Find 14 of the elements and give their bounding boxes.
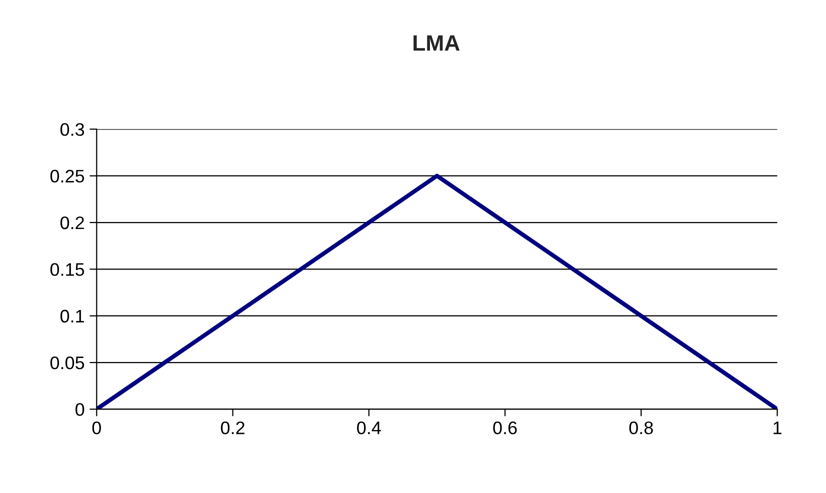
x-tick-label: 0.6 xyxy=(493,421,517,434)
y-tick-label: 0.1 xyxy=(60,310,84,323)
x-tick-label: 0.8 xyxy=(629,421,653,434)
y-tick-label: 0.15 xyxy=(50,263,84,276)
x-tick-label: 0.2 xyxy=(220,421,244,434)
y-tick-label: 0.25 xyxy=(50,170,84,183)
y-tick-label: 0.2 xyxy=(60,216,84,230)
x-tick-label: 0 xyxy=(92,421,101,434)
x-tick-label: 0.4 xyxy=(357,421,381,434)
chart-title: LMA xyxy=(414,35,460,51)
y-tick-label: 0 xyxy=(76,403,84,416)
y-tick-label: 0.3 xyxy=(60,123,84,136)
x-tick-label: 1 xyxy=(774,422,782,434)
y-tick-label: 0.05 xyxy=(50,356,84,370)
